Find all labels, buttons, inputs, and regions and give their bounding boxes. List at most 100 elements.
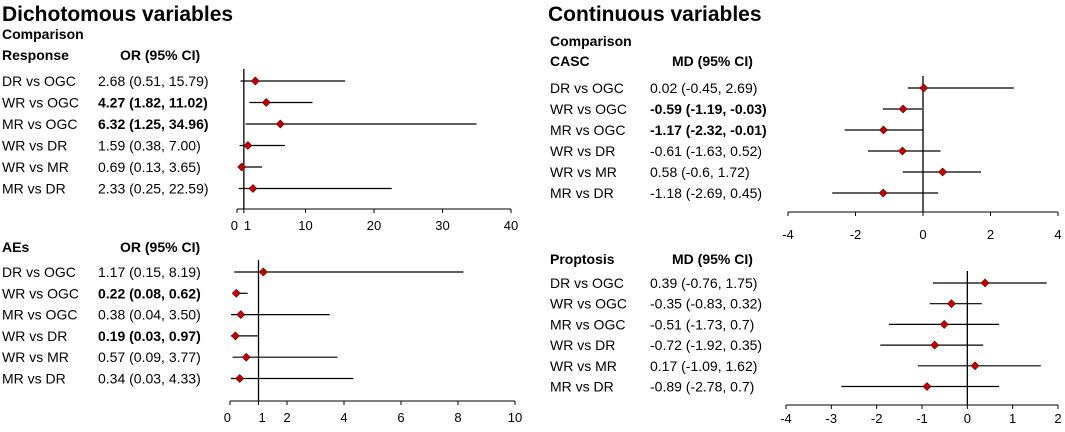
x-tick-label: 40 — [504, 218, 518, 233]
row-estimate-text: -0.51 (-1.73, 0.7) — [650, 316, 754, 332]
row-estimate-text: 0.38 (0.04, 3.50) — [98, 307, 201, 323]
row-label: MR vs OGC — [550, 122, 625, 138]
estimate-marker — [919, 83, 929, 93]
x-tick-label: 10 — [508, 410, 522, 425]
row-label: MR vs OGC — [2, 307, 77, 323]
estimate-marker — [261, 98, 271, 107]
row-label: MR vs DR — [2, 181, 66, 197]
row-label: WR vs MR — [2, 159, 69, 175]
estimate-marker — [231, 288, 241, 298]
forest-panel-4: Proptosis MD (95% CI) DR vs OGC 0.39 (-0.76… — [550, 251, 1062, 426]
estimate-marker — [879, 125, 888, 135]
row-estimate-text: 0.34 (0.03, 4.33) — [98, 371, 201, 387]
forest-panel-3: Comparison CASC MD (95% CI) DR vs OGC 0.02 (… — [550, 33, 1062, 242]
x-tick-label: 10 — [298, 218, 312, 233]
row-label: DR vs OGC — [2, 73, 76, 89]
estimate-marker — [939, 319, 949, 329]
row-label: MR vs OGC — [2, 116, 77, 132]
row-estimate-text: 0.02 (-0.45, 2.69) — [650, 80, 757, 96]
row-label: DR vs OGC — [2, 264, 76, 280]
row-label: WR vs MR — [2, 349, 69, 365]
outcome-label: CASC — [550, 53, 590, 69]
row-estimate-text: 0.19 (0.03, 0.97) — [98, 328, 201, 344]
x-tick-label: -4 — [782, 227, 794, 242]
outcome-label: AEs — [2, 239, 29, 255]
row-label: WR vs OGC — [2, 285, 79, 301]
row-label: DR vs OGC — [550, 275, 624, 291]
row-label: MR vs DR — [2, 371, 66, 387]
row-estimate-text: -1.17 (-2.32, -0.01) — [650, 122, 767, 138]
row-estimate-text: -0.89 (-2.78, 0.7) — [650, 379, 754, 395]
row-estimate-text: 1.59 (0.38, 7.00) — [98, 138, 201, 154]
group-label: Comparison — [550, 33, 632, 49]
estimate-marker — [243, 141, 253, 150]
estimate-marker — [980, 278, 990, 288]
row-estimate-text: 0.22 (0.08, 0.62) — [98, 285, 201, 301]
row-label: WR vs MR — [550, 164, 617, 180]
row-estimate-text: -0.72 (-1.92, 0.35) — [650, 337, 762, 353]
x-tick-label: 0 — [231, 218, 238, 233]
x-tick-label: 0 — [224, 410, 231, 425]
dichotomous-title: Dichotomous variables — [2, 3, 233, 26]
row-estimate-text: -1.18 (-2.69, 0.45) — [650, 185, 762, 201]
row-label: MR vs DR — [550, 185, 614, 201]
estimate-marker — [897, 146, 907, 156]
row-estimate-text: -0.61 (-1.63, 0.52) — [650, 143, 762, 159]
x-tick-label: 0 — [919, 227, 926, 242]
row-label: WR vs OGC — [550, 101, 627, 117]
row-estimate-text: 6.32 (1.25, 34.96) — [98, 116, 209, 132]
x-tick-label: 2 — [283, 410, 290, 425]
x-tick-label: 4 — [340, 410, 347, 425]
row-estimate-text: 2.33 (0.25, 22.59) — [98, 181, 209, 197]
row-label: MR vs DR — [550, 379, 614, 395]
row-estimate-text: -0.59 (-1.19, -0.03) — [650, 101, 767, 117]
x-tick-label: -4 — [780, 411, 792, 426]
row-label: MR vs OGC — [550, 316, 625, 332]
row-label: WR vs DR — [550, 337, 615, 353]
x-tick-label: 1 — [244, 218, 251, 233]
estimate-marker — [235, 374, 245, 383]
estimate-marker — [241, 352, 251, 362]
row-label: WR vs DR — [2, 328, 67, 344]
x-tick-label: 6 — [397, 410, 404, 425]
x-tick-label: 2 — [1054, 411, 1061, 426]
row-estimate-text: -0.35 (-0.83, 0.32) — [650, 296, 762, 312]
x-tick-label: 8 — [454, 410, 461, 425]
continuous-title: Continuous variables — [548, 3, 762, 26]
row-estimate-text: 1.17 (0.15, 8.19) — [98, 264, 201, 280]
x-tick-label: -3 — [826, 411, 838, 426]
estimate-header: OR (95% CI) — [120, 239, 200, 255]
estimate-marker — [970, 361, 980, 371]
forest-panel-2: AEs OR (95% CI) DR vs OGC 1.17 (0.15, 8.19)… — [2, 239, 522, 425]
estimate-marker — [236, 310, 246, 320]
row-label: WR vs DR — [550, 143, 615, 159]
x-tick-label: -2 — [850, 227, 862, 242]
outcome-label: Response — [2, 47, 69, 63]
outcome-label: Proptosis — [550, 251, 615, 267]
estimate-marker — [275, 119, 285, 129]
estimate-marker — [898, 104, 908, 114]
estimate-marker — [258, 267, 268, 277]
x-tick-label: 4 — [1054, 227, 1061, 242]
estimate-marker — [878, 188, 888, 198]
x-tick-label: 1 — [259, 410, 266, 425]
row-estimate-text: 2.68 (0.51, 15.79) — [98, 73, 209, 89]
estimate-header: MD (95% CI) — [672, 53, 753, 69]
x-tick-label: 1 — [1009, 411, 1016, 426]
group-label: Comparison — [2, 26, 84, 42]
row-label: WR vs OGC — [550, 296, 627, 312]
x-tick-label: 2 — [987, 227, 994, 242]
x-tick-label: 20 — [367, 218, 381, 233]
row-label: WR vs MR — [550, 358, 617, 374]
estimate-marker — [938, 167, 947, 177]
estimate-header: OR (95% CI) — [120, 47, 200, 63]
estimate-marker — [922, 382, 932, 391]
x-tick-label: 0 — [964, 411, 971, 426]
row-estimate-text: 0.57 (0.09, 3.77) — [98, 349, 201, 365]
row-estimate-text: 0.58 (-0.6, 1.72) — [650, 164, 750, 180]
estimate-marker — [930, 340, 940, 350]
estimate-marker — [250, 76, 260, 86]
forest-panels: Comparison Response OR (95% CI) DR vs OGC 2.… — [2, 26, 1062, 426]
estimate-marker — [248, 184, 258, 193]
